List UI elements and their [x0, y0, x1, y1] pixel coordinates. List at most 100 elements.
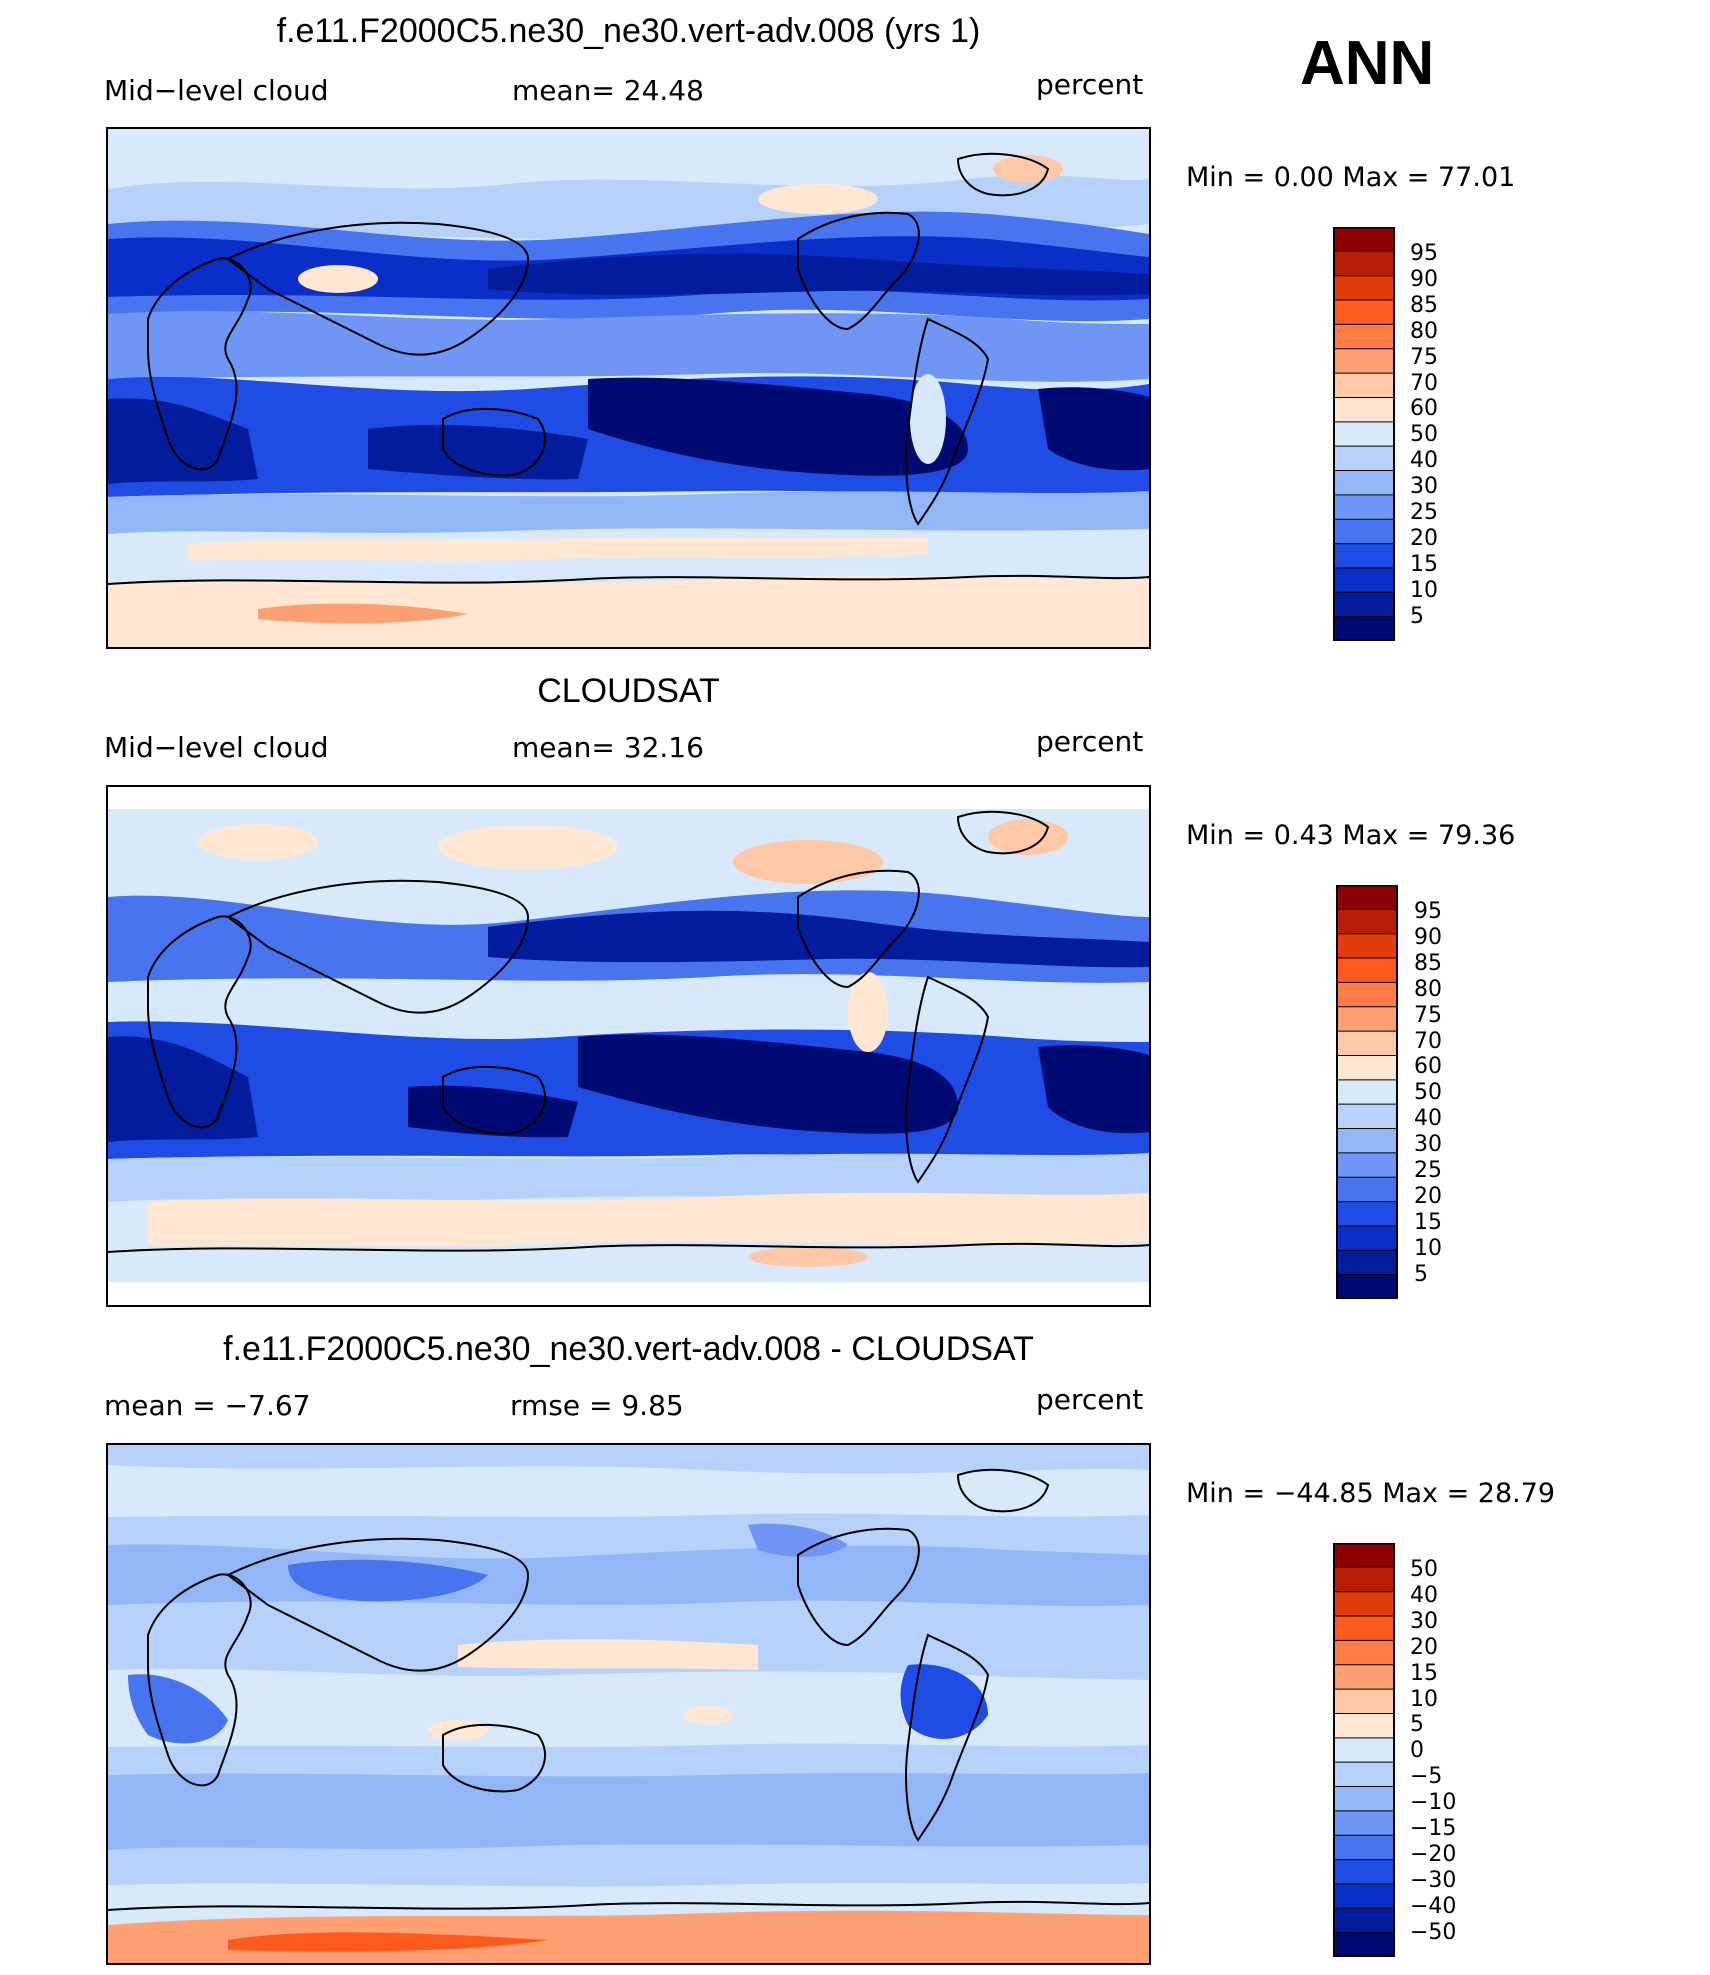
colorbar-label: 30 [1410, 1608, 1438, 1634]
colorbar-label: 5 [1410, 1712, 1424, 1738]
panel-3-colorbar [1333, 1542, 1395, 1962]
colorbar-swatch [1337, 1201, 1397, 1227]
panel-3-colorbar-labels: 50 40 30 20 15 10 5 0 −5 −10 −15 −20 −30… [1410, 1557, 1456, 1946]
colorbar-swatch [1337, 1104, 1397, 1130]
colorbar-swatch [1334, 1883, 1394, 1909]
colorbar-label: 5 [1410, 603, 1424, 629]
panel-2-colorbar-swatches [1336, 884, 1398, 1300]
colorbar-border [1333, 1542, 1395, 1958]
colorbar-label: 40 [1410, 1582, 1438, 1608]
colorbar-swatch [1334, 1835, 1394, 1861]
colorbar-swatch [1334, 616, 1394, 642]
panel-3-title: f.e11.F2000C5.ne30_ne30.vert-adv.008 - C… [223, 1330, 1034, 1368]
colorbar-label: −15 [1410, 1816, 1457, 1842]
colorbar-swatch [1334, 227, 1394, 252]
colorbar-swatch [1334, 1567, 1394, 1593]
panel-3-units-label: percent [1036, 1383, 1144, 1416]
colorbar-swatch [1334, 1908, 1394, 1934]
colorbar-label: 10 [1414, 1235, 1442, 1261]
colorbar-swatch [1337, 982, 1397, 1008]
colorbar-swatch [1334, 470, 1394, 496]
colorbar-label: 70 [1414, 1028, 1442, 1054]
colorbar-swatch [1334, 1713, 1394, 1739]
colorbar-label: 60 [1410, 396, 1438, 422]
colorbar-label: 25 [1414, 1158, 1442, 1184]
panel-2-title: CLOUDSAT [537, 672, 720, 710]
panel-3-mean-label: mean = −7.67 [104, 1389, 311, 1422]
colorbar-swatch [1334, 1786, 1394, 1812]
panel-1-minmax: Min = 0.00 Max = 77.01 [1186, 162, 1516, 193]
colorbar-border [1333, 226, 1395, 642]
colorbar-label: 70 [1410, 370, 1438, 396]
panel-1-colorbar [1333, 226, 1395, 646]
colorbar-swatch [1334, 494, 1394, 520]
colorbar-label: −20 [1410, 1841, 1457, 1867]
colorbar-swatch [1334, 421, 1394, 447]
colorbar-swatch [1334, 446, 1394, 472]
colorbar-label: 80 [1410, 318, 1438, 344]
panel-2-mean-label: mean= 32.16 [512, 731, 704, 764]
colorbar-label: 20 [1410, 525, 1438, 551]
colorbar-label: 50 [1414, 1080, 1442, 1106]
colorbar-swatch [1337, 1031, 1397, 1056]
colorbar-label: 60 [1414, 1054, 1442, 1080]
colorbar-swatch [1334, 592, 1394, 618]
panel-1-units-label: percent [1036, 68, 1144, 101]
colorbar-swatch [1334, 348, 1394, 374]
colorbar-label: 10 [1410, 577, 1438, 603]
colorbar-swatch [1337, 1177, 1397, 1203]
panel-1-colorbar-swatches [1333, 226, 1395, 642]
panel-1-title: f.e11.F2000C5.ne30_ne30.vert-adv.008 (yr… [276, 12, 981, 50]
colorbar-label: 15 [1410, 1660, 1438, 1686]
panel-1-variable-label: Mid−level cloud [104, 74, 329, 107]
colorbar-swatch [1334, 275, 1394, 301]
colorbar-label: 40 [1414, 1106, 1442, 1132]
season-label: ANN [1300, 29, 1435, 98]
colorbar-label: 85 [1414, 950, 1442, 976]
colorbar-label: 95 [1410, 241, 1438, 266]
colorbar-swatch [1334, 1737, 1394, 1763]
colorbar-label: 75 [1414, 1002, 1442, 1028]
colorbar-label: 30 [1410, 474, 1438, 500]
colorbar-swatch [1334, 567, 1394, 593]
panel-2-map [106, 785, 1151, 1307]
colorbar-swatch [1334, 373, 1394, 398]
panel-3-map [106, 1443, 1151, 1965]
colorbar-label: 40 [1410, 448, 1438, 474]
colorbar-border [1336, 884, 1398, 1300]
colorbar-label: 50 [1410, 422, 1438, 448]
colorbar-swatch [1334, 1664, 1394, 1690]
colorbar-swatch [1337, 1274, 1397, 1300]
colorbar-label: 80 [1414, 976, 1442, 1002]
colorbar-label: 20 [1414, 1183, 1442, 1209]
panel-3-colorbar-swatches [1333, 1542, 1395, 1958]
colorbar-label: −10 [1410, 1790, 1457, 1816]
panel-3-contour-field [108, 1445, 1149, 1963]
panel-1-colorbar-labels: 95 90 85 80 75 70 60 50 40 30 25 20 15 1… [1410, 241, 1438, 630]
colorbar-swatch [1334, 1689, 1394, 1714]
colorbar-label: −50 [1410, 1919, 1457, 1945]
colorbar-label: 75 [1410, 344, 1438, 370]
colorbar-label: 30 [1414, 1132, 1442, 1158]
colorbar-label: 50 [1410, 1557, 1438, 1582]
colorbar-label: −30 [1410, 1867, 1457, 1893]
colorbar-label: 25 [1410, 500, 1438, 526]
colorbar-swatch [1334, 251, 1394, 277]
panel-3-minmax: Min = −44.85 Max = 28.79 [1186, 1478, 1556, 1509]
colorbar-swatch [1337, 1079, 1397, 1105]
colorbar-swatch [1334, 324, 1394, 350]
panel-2-contour-field [108, 787, 1149, 1305]
colorbar-swatch [1337, 1055, 1397, 1081]
colorbar-swatch [1337, 933, 1397, 959]
panel-3-rmse-label: rmse = 9.85 [510, 1389, 684, 1422]
panel-1-mean-label: mean= 24.48 [512, 74, 704, 107]
panel-2-variable-label: Mid−level cloud [104, 731, 329, 764]
colorbar-swatch [1337, 1128, 1397, 1154]
colorbar-label: 20 [1410, 1634, 1438, 1660]
colorbar-swatch [1337, 1250, 1397, 1276]
colorbar-label: 5 [1414, 1261, 1428, 1287]
colorbar-swatch [1337, 1152, 1397, 1178]
colorbar-swatch [1337, 885, 1397, 910]
panel-1-map [106, 127, 1151, 649]
panel-2-minmax: Min = 0.43 Max = 79.36 [1186, 820, 1516, 851]
